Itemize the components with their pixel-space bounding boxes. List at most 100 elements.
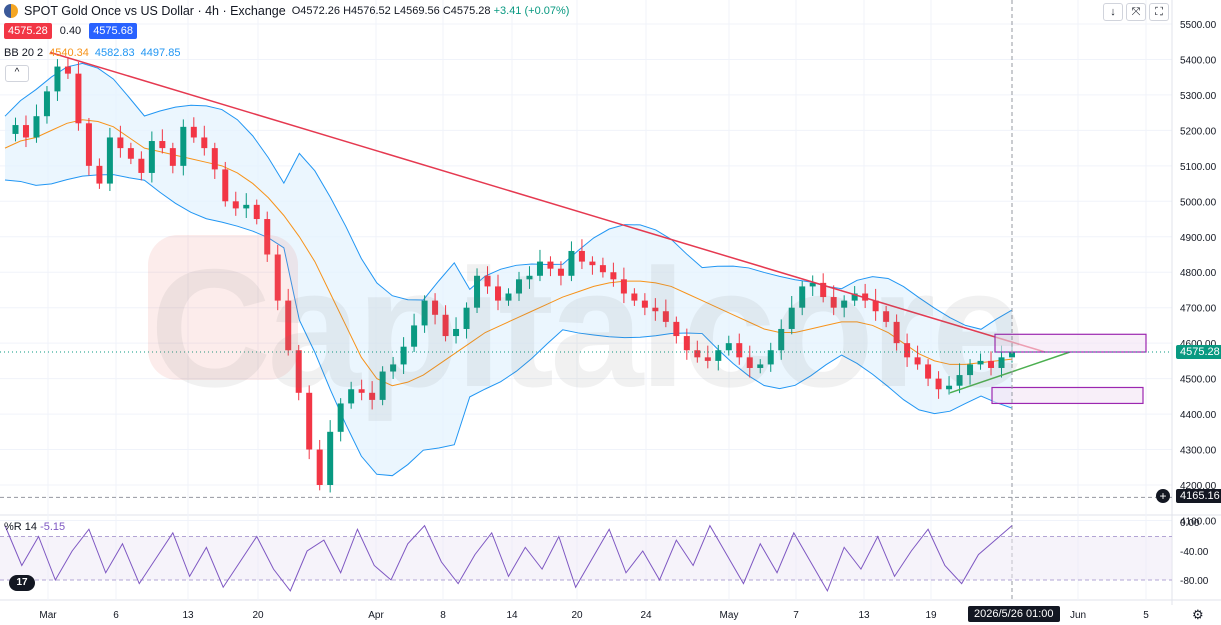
candle-body <box>505 293 512 301</box>
candle-body <box>967 364 974 376</box>
candle-body <box>232 201 239 209</box>
resistance-zone <box>994 333 1147 353</box>
candle-body <box>526 275 533 280</box>
watermark-logo <box>148 235 298 380</box>
candle-body <box>421 300 428 326</box>
candle-body <box>222 169 229 202</box>
downtrend-line <box>49 51 1046 353</box>
candle-body <box>515 279 522 294</box>
open-value: O4572.26 <box>291 5 341 17</box>
tradingview-logo[interactable]: 17 <box>9 575 35 591</box>
candle-body <box>43 91 50 117</box>
download-icon[interactable]: ↓ <box>1103 3 1123 21</box>
x-tick-label: 5 <box>1143 610 1149 621</box>
y-tick-label: 4600.00 <box>1180 339 1217 350</box>
wr-band <box>0 536 1172 580</box>
sell-price-button[interactable]: 4575.28 <box>4 23 52 39</box>
candle-body <box>620 279 627 294</box>
candle-body <box>190 126 197 138</box>
candle-body <box>809 282 816 287</box>
y-tick-label: 5500.00 <box>1180 20 1217 31</box>
bb-basis-value: 4540.34 <box>49 47 89 59</box>
candle-body <box>369 392 376 400</box>
candle-body <box>977 360 984 365</box>
add-alert-icon[interactable]: + <box>1156 489 1170 503</box>
fullscreen-icon[interactable]: ⤧ <box>1126 3 1146 21</box>
symbol-flag-icon <box>4 4 18 18</box>
candle-body <box>799 286 806 308</box>
candle-body <box>453 328 460 337</box>
candle-body <box>925 364 932 379</box>
change-value: +3.41 (+0.07%) <box>493 5 570 17</box>
candle-body <box>568 250 575 276</box>
wr-tick-label: -40.00 <box>1180 547 1209 558</box>
crosshair-date-label: 2026/5/26 01:00 <box>968 606 1060 622</box>
candle-body <box>725 343 732 351</box>
candle-body <box>138 158 145 173</box>
support-zone <box>991 386 1144 405</box>
candle-body <box>64 66 71 74</box>
wr-tick-label: -80.00 <box>1180 576 1209 587</box>
ohlc-readout: O4572.26 H4576.52 L4569.56 C4575.28 +3.4… <box>292 5 570 17</box>
candle-body <box>327 431 334 485</box>
y-tick-label: 4400.00 <box>1180 410 1217 421</box>
candle-body <box>474 275 481 308</box>
y-tick-label: 4200.00 <box>1180 481 1217 492</box>
collapse-legend-button[interactable]: ^ <box>5 65 29 82</box>
candle-body <box>148 141 155 173</box>
candle-body <box>106 137 113 184</box>
x-tick-label: May <box>720 610 739 621</box>
candle-body <box>358 389 365 393</box>
x-tick-label: Apr <box>368 610 384 621</box>
candle-body <box>348 389 355 404</box>
x-tick-label: 20 <box>571 610 583 621</box>
candle-body <box>757 364 764 368</box>
candle-body <box>767 350 774 365</box>
x-tick-label: Jun <box>1070 610 1086 621</box>
candle-body <box>85 123 92 166</box>
chart-toolbar: ↓ ⤧ ⛶ <box>1103 3 1169 21</box>
candle-body <box>988 360 995 368</box>
candle-body <box>33 116 40 138</box>
candle-body <box>390 364 397 372</box>
candle-body <box>652 307 659 312</box>
x-tick-label: Mar <box>39 610 57 621</box>
chart-header: SPOT Gold Once vs US Dollar · 4h · Excha… <box>4 3 569 19</box>
x-tick-label: 19 <box>925 610 937 621</box>
y-tick-label: 4900.00 <box>1180 233 1217 244</box>
candle-body <box>893 321 900 344</box>
uptrend-line <box>949 351 1071 394</box>
candle-body <box>788 307 795 329</box>
wr-legend[interactable]: %R 14 -5.15 <box>4 521 65 533</box>
candle-body <box>12 125 19 134</box>
candle-body <box>715 350 722 361</box>
candle-body <box>862 293 869 301</box>
y-tick-label: 5400.00 <box>1180 55 1217 66</box>
high-value: H4576.52 <box>343 5 391 17</box>
candle-body <box>432 300 439 315</box>
candle-body <box>536 261 543 276</box>
candle-body <box>1009 352 1015 358</box>
candle-body <box>946 385 953 390</box>
y-tick-label: 5100.00 <box>1180 162 1217 173</box>
candle-body <box>704 357 711 361</box>
x-tick-label: 13 <box>182 610 194 621</box>
candle-body <box>22 125 29 138</box>
x-tick-label: 20 <box>252 610 264 621</box>
candle-body <box>306 392 313 450</box>
buy-price-button[interactable]: 4575.68 <box>89 23 137 39</box>
candle-body <box>935 378 942 390</box>
y-tick-label: 5300.00 <box>1180 91 1217 102</box>
settings-gear-icon[interactable]: ⚙ <box>1192 607 1204 622</box>
symbol-title[interactable]: SPOT Gold Once vs US Dollar · 4h · Excha… <box>24 4 286 18</box>
wr-label: %R 14 <box>4 521 38 533</box>
watermark-text: Capitalcore <box>150 234 1025 422</box>
candle-body <box>641 300 648 308</box>
candle-body <box>578 250 585 262</box>
close-value: C4575.28 <box>442 5 491 17</box>
candle-body <box>841 300 848 308</box>
bollinger-legend[interactable]: BB 20 2 4540.34 4582.83 4497.85 <box>4 47 180 59</box>
candle-body <box>75 73 82 124</box>
expand-icon[interactable]: ⛶ <box>1149 3 1169 21</box>
